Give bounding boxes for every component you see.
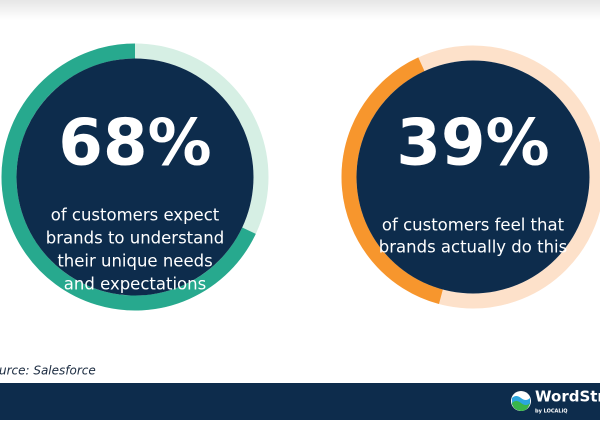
- inner-disc: [356, 60, 590, 294]
- value-label: 39%: [396, 107, 549, 181]
- ring-value-arc: [341, 57, 443, 305]
- logo-wave: [512, 396, 530, 408]
- caption-line: and expectations: [64, 275, 206, 294]
- caption-line: of customers expect: [51, 206, 220, 225]
- inner-disc: [16, 58, 254, 296]
- caption-line: of customers feel that: [382, 216, 565, 235]
- logo-name: WordStream: [535, 388, 600, 406]
- logo-wave: [512, 401, 530, 411]
- caption-line: brands actually do this: [379, 238, 567, 257]
- source-note: Source: Salesforce: [0, 364, 96, 378]
- value-label: 68%: [58, 107, 211, 181]
- caption-line: brands to understand: [46, 229, 224, 248]
- caption-line: their unique needs: [57, 252, 212, 271]
- logo-tagline: by LOCALiQ: [535, 409, 568, 415]
- ring-value-arc: [1, 43, 256, 311]
- logo: WordStream by LOCALiQ: [511, 388, 600, 415]
- top-shade: [0, 0, 600, 20]
- footer-bar: [0, 383, 600, 420]
